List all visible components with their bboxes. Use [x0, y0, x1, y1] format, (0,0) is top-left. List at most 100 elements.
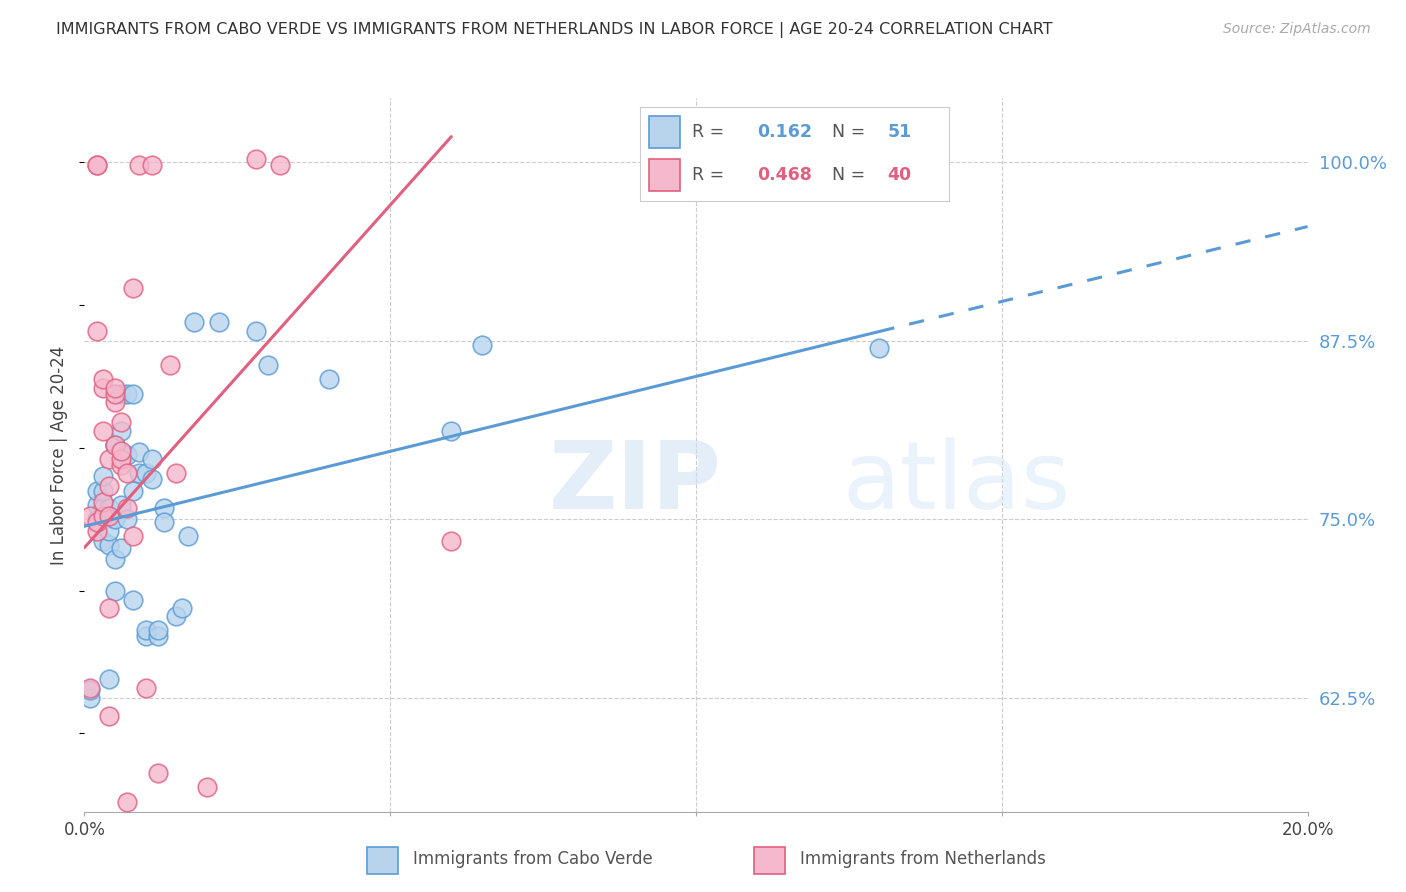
Point: [86, 324, 108, 338]
Point: [245, 153, 267, 167]
Text: N =: N =: [831, 167, 870, 185]
Point: [869, 341, 891, 355]
Point: [165, 609, 187, 624]
Point: [91, 509, 114, 524]
Text: ZIP: ZIP: [550, 437, 723, 530]
Point: [115, 795, 138, 809]
Point: [91, 381, 114, 395]
Point: [104, 438, 127, 452]
Point: [110, 424, 132, 438]
Point: [79, 690, 101, 705]
Point: [110, 443, 132, 458]
Point: [122, 483, 145, 498]
Point: [208, 315, 231, 329]
Text: IMMIGRANTS FROM CABO VERDE VS IMMIGRANTS FROM NETHERLANDS IN LABOR FORCE | AGE 2: IMMIGRANTS FROM CABO VERDE VS IMMIGRANTS…: [56, 22, 1053, 38]
Point: [110, 415, 132, 429]
Point: [79, 683, 101, 698]
Point: [153, 515, 176, 529]
Point: [146, 624, 169, 638]
Point: [195, 780, 218, 795]
Point: [115, 512, 138, 526]
Point: [104, 583, 127, 598]
Text: R =: R =: [692, 123, 730, 141]
Point: [91, 533, 114, 548]
Point: [91, 372, 114, 386]
Point: [97, 524, 120, 538]
Point: [146, 766, 169, 780]
Point: [135, 467, 157, 481]
Point: [128, 467, 150, 481]
Point: [172, 600, 194, 615]
Point: [153, 500, 176, 515]
FancyBboxPatch shape: [650, 160, 681, 191]
Point: [91, 495, 114, 509]
Point: [97, 709, 120, 723]
Point: [245, 324, 267, 338]
Text: Source: ZipAtlas.com: Source: ZipAtlas.com: [1223, 22, 1371, 37]
Point: [141, 452, 163, 467]
Point: [97, 509, 120, 524]
Point: [165, 467, 187, 481]
Point: [183, 315, 205, 329]
Point: [122, 593, 145, 607]
Point: [440, 424, 463, 438]
Point: [122, 281, 145, 295]
Point: [91, 512, 114, 526]
Point: [115, 500, 138, 515]
Point: [135, 624, 157, 638]
FancyBboxPatch shape: [367, 847, 398, 874]
Point: [115, 386, 138, 401]
Point: [110, 452, 132, 467]
Y-axis label: In Labor Force | Age 20-24: In Labor Force | Age 20-24: [51, 345, 69, 565]
Point: [91, 483, 114, 498]
Point: [104, 386, 127, 401]
Point: [141, 472, 163, 486]
Point: [128, 445, 150, 459]
Point: [141, 158, 163, 172]
Point: [104, 438, 127, 452]
Point: [177, 529, 200, 543]
Point: [91, 469, 114, 483]
Point: [128, 158, 150, 172]
Text: 0.162: 0.162: [758, 123, 813, 141]
Point: [115, 448, 138, 462]
Point: [110, 458, 132, 472]
Point: [110, 386, 132, 401]
Text: 51: 51: [887, 123, 911, 141]
Point: [440, 533, 463, 548]
Point: [318, 372, 340, 386]
Point: [86, 498, 108, 512]
Point: [97, 538, 120, 552]
FancyBboxPatch shape: [650, 116, 681, 148]
Point: [135, 629, 157, 643]
Point: [110, 541, 132, 555]
Point: [91, 500, 114, 515]
Point: [110, 498, 132, 512]
Point: [104, 512, 127, 526]
Point: [86, 512, 108, 526]
Text: 40: 40: [887, 167, 911, 185]
Point: [269, 158, 291, 172]
Text: atlas: atlas: [842, 437, 1071, 530]
Point: [104, 381, 127, 395]
Point: [471, 338, 494, 352]
Point: [86, 524, 108, 538]
Text: 0.468: 0.468: [758, 167, 813, 185]
Text: Immigrants from Netherlands: Immigrants from Netherlands: [800, 849, 1046, 868]
Point: [104, 438, 127, 452]
Point: [97, 500, 120, 515]
Text: R =: R =: [692, 167, 730, 185]
FancyBboxPatch shape: [754, 847, 785, 874]
Point: [97, 600, 120, 615]
Point: [257, 358, 280, 372]
Point: [79, 681, 101, 695]
Point: [104, 395, 127, 409]
Point: [86, 483, 108, 498]
Point: [122, 529, 145, 543]
Text: Immigrants from Cabo Verde: Immigrants from Cabo Verde: [413, 849, 654, 868]
Point: [135, 681, 157, 695]
Point: [97, 452, 120, 467]
Text: N =: N =: [831, 123, 870, 141]
Point: [104, 552, 127, 566]
Point: [97, 479, 120, 493]
